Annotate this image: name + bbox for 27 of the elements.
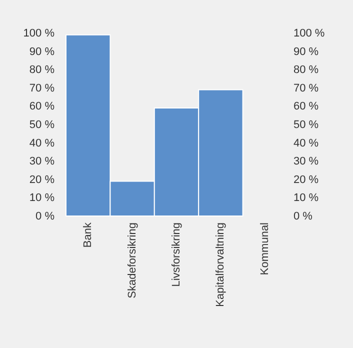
y-tick-label: 90 % xyxy=(29,46,55,58)
x-tick-label: Kommunal xyxy=(258,222,271,276)
y-tick-label: 60 % xyxy=(29,100,55,113)
y-tick-label: 70 % xyxy=(29,82,55,94)
y-tick-label: 20 % xyxy=(29,174,55,186)
y-tick-label: 50 % xyxy=(29,119,55,131)
y2-tick-label: 10 % xyxy=(294,192,319,204)
y2-tick-label: 100 % xyxy=(294,28,325,40)
y2-tick-label: 90 % xyxy=(294,46,319,58)
x-tick-label: Bank xyxy=(82,222,94,248)
y2-tick-label: 60 % xyxy=(294,100,319,113)
y2-tick-label: 0 % xyxy=(294,210,313,222)
y2-tick-label: 40 % xyxy=(294,137,319,150)
y-tick-label: 10 % xyxy=(29,192,55,204)
y-tick-label: 30 % xyxy=(29,156,55,168)
y2-tick-label: 50 % xyxy=(294,119,319,131)
y-tick-label: 0 % xyxy=(36,210,55,222)
y2-tick-label: 20 % xyxy=(294,174,319,186)
y-tick-label: 100 % xyxy=(23,28,55,40)
y-tick-label: 40 % xyxy=(29,137,55,150)
y2-tick-label: 80 % xyxy=(294,64,319,76)
y2-tick-label: 70 % xyxy=(294,82,319,94)
y2-tick-label: 30 % xyxy=(294,156,319,168)
y-tick-label: 80 % xyxy=(29,64,55,76)
x-tick-label: Skadeforsikring xyxy=(126,222,138,298)
x-tick-label: Livsforsikring xyxy=(170,222,182,287)
x-tick-label: Kapitalforvaltning xyxy=(214,222,227,307)
